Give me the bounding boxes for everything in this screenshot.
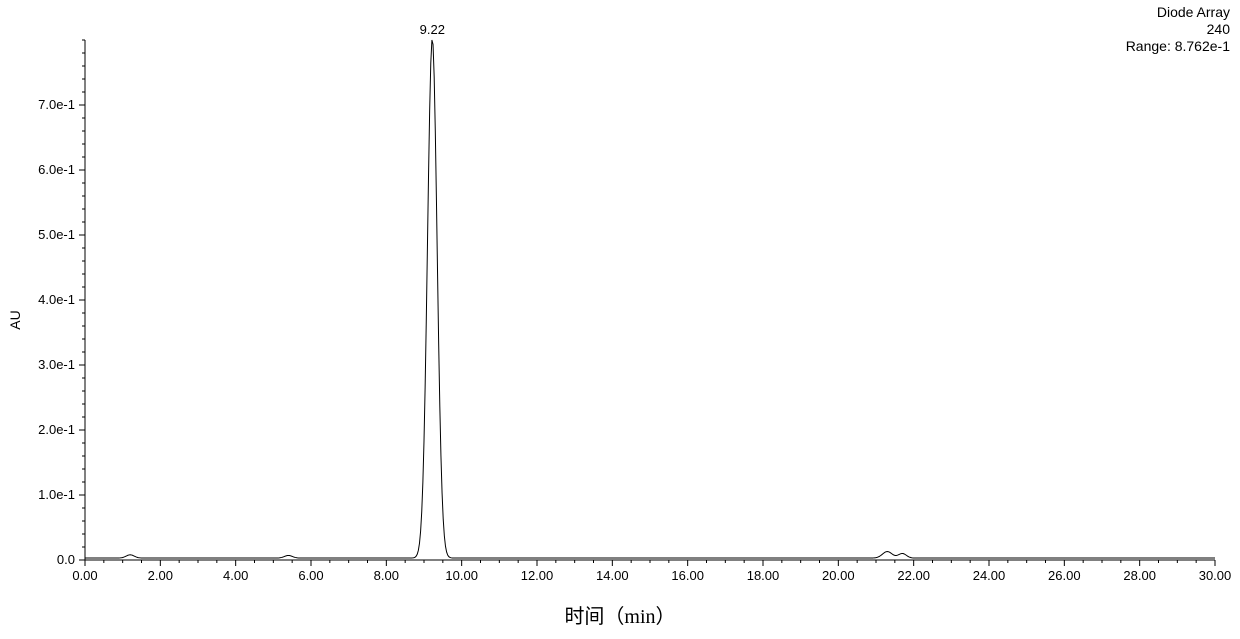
svg-text:7.0e-1: 7.0e-1 xyxy=(38,97,75,112)
svg-text:20.00: 20.00 xyxy=(822,568,855,583)
svg-text:28.00: 28.00 xyxy=(1123,568,1156,583)
svg-text:10.00: 10.00 xyxy=(445,568,478,583)
svg-text:2.00: 2.00 xyxy=(148,568,173,583)
svg-text:0.00: 0.00 xyxy=(72,568,97,583)
svg-text:2.0e-1: 2.0e-1 xyxy=(38,422,75,437)
peak-label: 9.22 xyxy=(420,22,445,37)
svg-text:1.0e-1: 1.0e-1 xyxy=(38,487,75,502)
svg-text:8.00: 8.00 xyxy=(374,568,399,583)
svg-text:4.0e-1: 4.0e-1 xyxy=(38,292,75,307)
svg-text:5.0e-1: 5.0e-1 xyxy=(38,227,75,242)
svg-text:6.00: 6.00 xyxy=(298,568,323,583)
svg-text:16.00: 16.00 xyxy=(671,568,704,583)
svg-text:6.0e-1: 6.0e-1 xyxy=(38,162,75,177)
svg-text:18.00: 18.00 xyxy=(747,568,780,583)
svg-text:26.00: 26.00 xyxy=(1048,568,1081,583)
chart-svg: 0.00 2.00 4.00 6.00 8.00 10.00 12.00 14.00 16.00… xyxy=(0,0,1240,639)
chromatogram-chart: { "header": { "line1": "Diode Array", "l… xyxy=(0,0,1240,639)
svg-text:4.00: 4.00 xyxy=(223,568,248,583)
svg-text:14.00: 14.00 xyxy=(596,568,629,583)
svg-text:24.00: 24.00 xyxy=(973,568,1006,583)
svg-text:0.0: 0.0 xyxy=(57,552,75,567)
svg-text:3.0e-1: 3.0e-1 xyxy=(38,357,75,372)
svg-text:22.00: 22.00 xyxy=(897,568,930,583)
svg-text:12.00: 12.00 xyxy=(521,568,554,583)
svg-text:30.00: 30.00 xyxy=(1199,568,1232,583)
